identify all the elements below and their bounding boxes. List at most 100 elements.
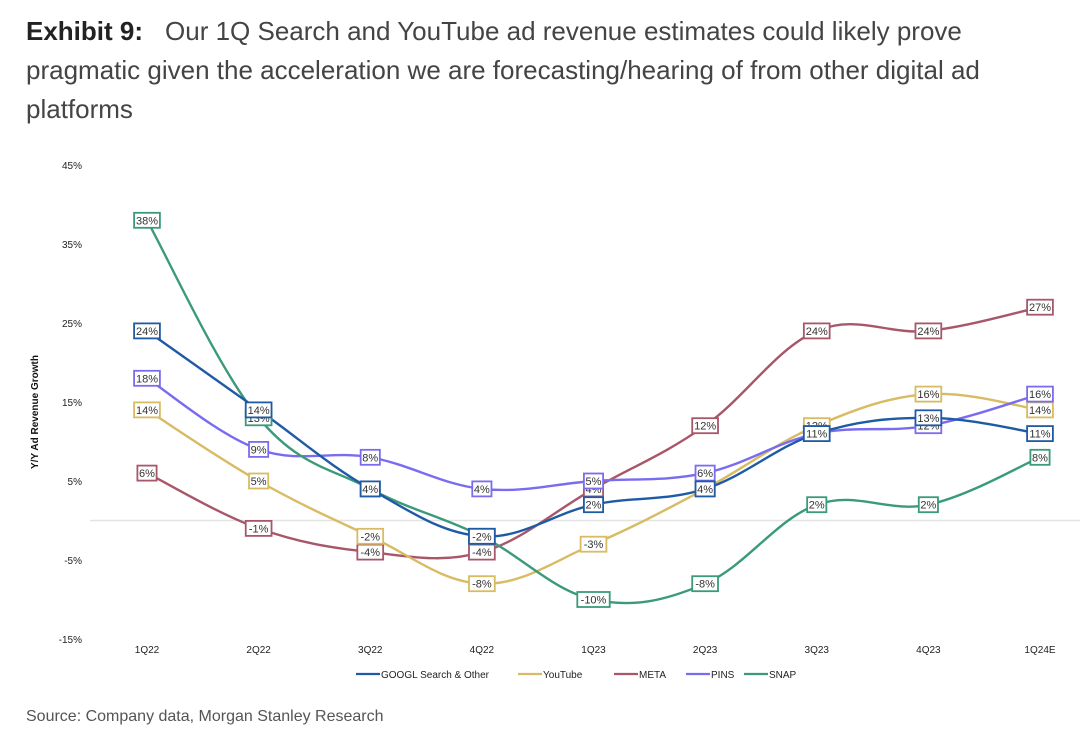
data-label-box xyxy=(244,401,273,419)
legend-item: META xyxy=(614,670,666,681)
data-label-box xyxy=(133,369,161,387)
data-label-text: 8% xyxy=(1032,452,1048,464)
data-label-text: 24% xyxy=(136,326,158,338)
data-label-text: -8% xyxy=(472,579,492,591)
data-label: 14% xyxy=(133,401,161,419)
data-label-text: 2% xyxy=(586,500,602,512)
y-tick-label: 25% xyxy=(62,319,82,330)
data-label-text: 9% xyxy=(251,444,267,456)
legend-label: SNAP xyxy=(769,670,797,681)
data-label: 24% xyxy=(133,322,161,340)
data-label-text: -2% xyxy=(472,531,492,543)
data-label-box xyxy=(133,322,161,340)
data-label-text: 4% xyxy=(362,484,378,496)
data-label: -2% xyxy=(356,527,385,545)
y-tick-label: 45% xyxy=(62,161,82,172)
data-label-box xyxy=(468,527,496,545)
data-label-text: 6% xyxy=(697,468,713,480)
data-label: 38% xyxy=(133,211,161,229)
data-label: -4% xyxy=(468,543,496,561)
data-label-box xyxy=(356,527,385,545)
data-label-box xyxy=(359,480,381,498)
data-label: -4% xyxy=(356,543,385,561)
data-label: 9% xyxy=(248,440,270,458)
y-tick-label: 35% xyxy=(62,240,82,251)
data-label: 27% xyxy=(1026,298,1054,316)
data-label: 16% xyxy=(1026,385,1054,403)
legend-label: PINS xyxy=(711,670,735,681)
data-label-text: 18% xyxy=(136,373,158,385)
data-label: 14% xyxy=(1026,401,1054,419)
y-tick-label: -15% xyxy=(59,635,82,646)
legend-label: GOOGL Search & Other xyxy=(381,670,490,681)
data-label-text: -8% xyxy=(695,579,715,591)
data-label-text: 12% xyxy=(694,421,716,433)
data-label: -8% xyxy=(468,575,496,593)
data-label-text: 6% xyxy=(139,468,155,480)
data-label-box xyxy=(133,401,161,419)
data-label-box xyxy=(133,211,161,229)
x-tick-label: 3Q23 xyxy=(805,645,830,656)
data-label: 4% xyxy=(694,480,716,498)
data-label-box xyxy=(471,480,493,498)
y-tick-label: 15% xyxy=(62,398,82,409)
data-label: 6% xyxy=(694,464,716,482)
data-label-text: 2% xyxy=(809,500,825,512)
data-label: 11% xyxy=(802,425,831,443)
data-label: 13% xyxy=(914,409,943,427)
x-axis: 1Q22 2Q22 3Q22 4Q22 1Q23 2Q23 3Q23 4Q23 1Q24E xyxy=(135,645,1056,656)
data-label-box xyxy=(1026,425,1054,443)
data-label: -3% xyxy=(579,535,608,553)
data-label: 8% xyxy=(1029,448,1051,466)
data-label: 2% xyxy=(806,496,828,514)
data-label: 5% xyxy=(248,472,270,490)
data-label-box xyxy=(694,480,716,498)
exhibit-label: Exhibit 9: xyxy=(26,16,144,46)
data-label-box xyxy=(244,519,273,537)
data-label-box xyxy=(359,448,381,466)
data-label-box xyxy=(691,417,719,435)
data-label-box xyxy=(914,322,943,340)
data-labels: 6% -1% -4% -4% 4% 12% 24% 24% 27% 14% 5% -2% -8% -3% 4… xyxy=(133,211,1054,608)
legend-item: SNAP xyxy=(744,670,797,681)
data-label: -10% xyxy=(576,591,611,608)
data-label-box xyxy=(802,425,831,443)
y-axis-label: Y/Y Ad Revenue Growth xyxy=(30,355,41,469)
data-label-text: 16% xyxy=(1029,389,1051,401)
source-note: Source: Company data, Morgan Stanley Res… xyxy=(26,708,384,725)
data-label: 2% xyxy=(917,496,939,514)
data-label-text: 14% xyxy=(248,405,270,417)
x-tick-label: 2Q23 xyxy=(693,645,718,656)
data-label-box xyxy=(691,575,719,593)
data-label: 18% xyxy=(133,369,161,387)
data-label-text: 14% xyxy=(136,405,158,417)
data-label-text: -4% xyxy=(472,547,492,559)
data-label-box xyxy=(914,385,943,403)
legend-item: YouTube xyxy=(518,670,583,681)
data-label: 4% xyxy=(359,480,381,498)
data-label-text: 5% xyxy=(251,476,267,488)
data-label-text: -10% xyxy=(581,595,607,607)
data-label-box xyxy=(136,464,158,482)
data-label-text: 4% xyxy=(474,484,490,496)
line-chart: -15% -5% 5% 15% 25% 35% 45% Y/Y Ad Revenue Gro… xyxy=(30,161,1080,681)
data-label-box xyxy=(583,472,605,490)
x-tick-label: 2Q22 xyxy=(246,645,271,656)
data-label-box xyxy=(1026,385,1054,403)
legend-label: META xyxy=(639,670,666,681)
data-label-text: 24% xyxy=(917,326,939,338)
data-label-box xyxy=(576,591,611,608)
data-label: 5% xyxy=(583,472,605,490)
data-label: 11% xyxy=(1026,425,1054,443)
data-label-text: 24% xyxy=(806,326,828,338)
data-label-box xyxy=(802,322,831,340)
data-label-text: 8% xyxy=(362,452,378,464)
legend-item: PINS xyxy=(686,670,735,681)
data-label-text: 27% xyxy=(1029,302,1051,314)
data-label-text: 4% xyxy=(697,484,713,496)
x-tick-label: 3Q22 xyxy=(358,645,383,656)
y-tick-label: 5% xyxy=(68,477,83,488)
data-label-text: 16% xyxy=(917,389,939,401)
data-label: 2% xyxy=(583,496,605,514)
data-label: 14% xyxy=(244,401,273,419)
